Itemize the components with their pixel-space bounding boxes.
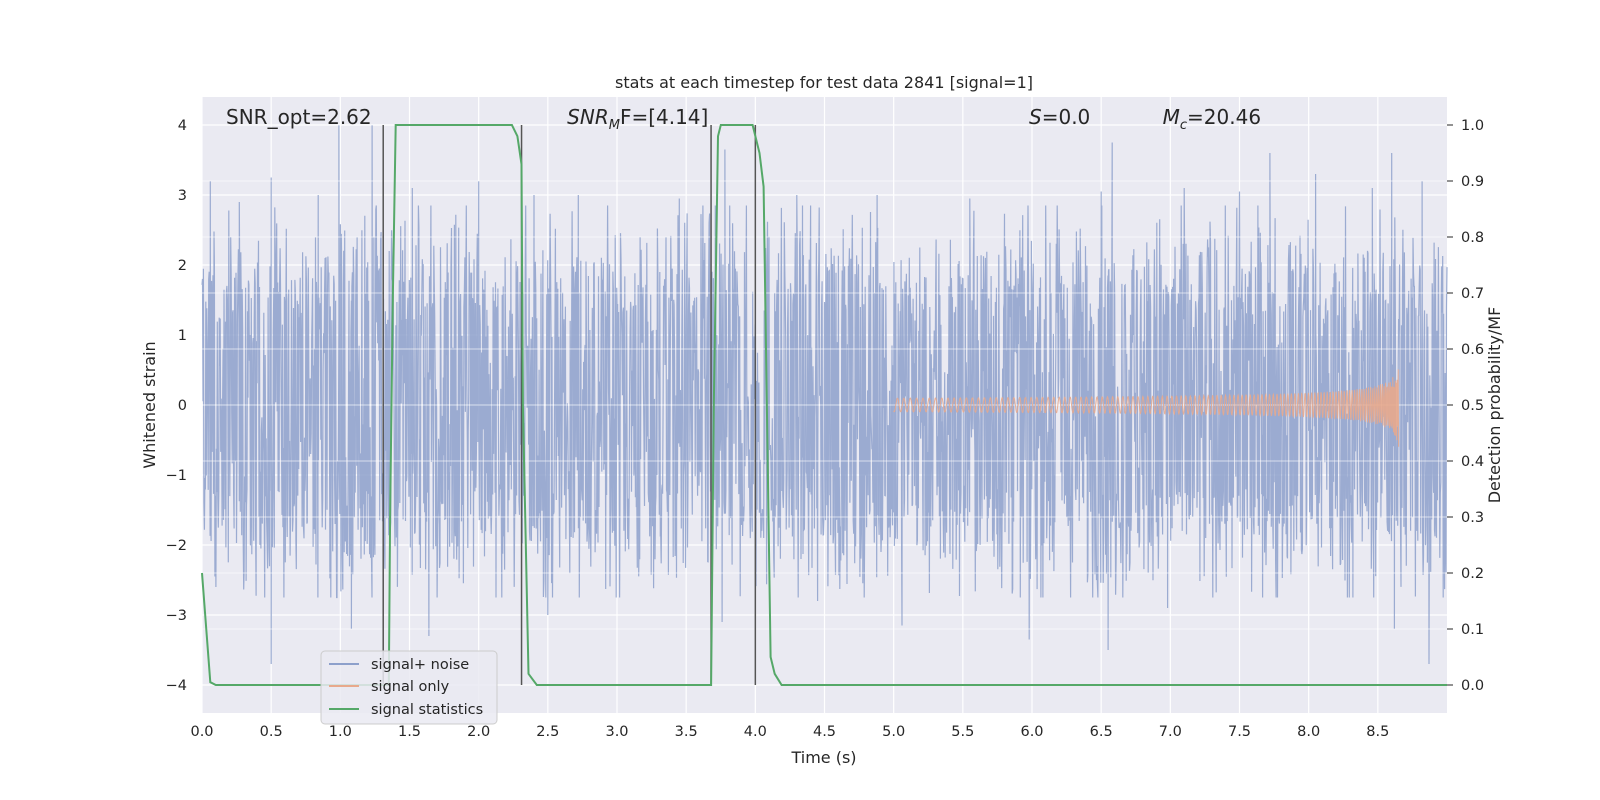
y2-tick-label: 0.1	[1461, 622, 1484, 638]
x-tick-label: 1.5	[398, 724, 421, 740]
signal-only-line	[893, 369, 1400, 447]
y-tick-label: 3	[178, 188, 187, 204]
x-tick-label: 6.5	[1090, 724, 1113, 740]
x-axis-label: Time (s)	[790, 748, 856, 767]
y-tick-label: −4	[166, 678, 187, 694]
legend: signal+ noise signal only signal statist…	[320, 650, 498, 725]
legend-label-signal-only: signal only	[371, 679, 450, 695]
annotation-s-val: S=0.0	[1029, 105, 1090, 129]
x-tick-label: 7.0	[1159, 724, 1182, 740]
x-tick-label: 1.0	[329, 724, 352, 740]
y2-tick-label: 0.9	[1461, 174, 1484, 190]
chart-title: stats at each timestep for test data 284…	[615, 73, 1033, 92]
x-tick-label: 5.5	[951, 724, 974, 740]
y-axis-ticks: −4 −3 −2 −1 0 1 2 3 4	[166, 118, 187, 694]
y-tick-label: −1	[166, 468, 187, 484]
y-tick-label: 2	[178, 258, 187, 274]
series-signal-only	[893, 369, 1400, 447]
x-tick-label: 7.5	[1228, 724, 1251, 740]
x-tick-label: 3.0	[605, 724, 628, 740]
y2-tick-label: 0.6	[1461, 342, 1484, 358]
y2-tick-label: 0.2	[1461, 566, 1484, 582]
y-tick-label: 1	[178, 328, 187, 344]
legend-label-signal-noise: signal+ noise	[371, 657, 469, 673]
y2-tick-label: 0.0	[1461, 678, 1484, 694]
x-tick-label: 3.5	[675, 724, 698, 740]
x-axis-ticks: 0.0 0.5 1.0 1.5 2.0 2.5 3.0 3.5 4.0 4.5 5.0 5.5 6.0 6…	[190, 724, 1389, 740]
y2-tick-label: 1.0	[1461, 118, 1484, 134]
annotation-mc-val: Mc=20.46	[1163, 105, 1261, 133]
y2-tick-label: 0.7	[1461, 286, 1484, 302]
x-tick-label: 4.0	[744, 724, 767, 740]
y-tick-label: 0	[178, 398, 187, 414]
y-tick-label: −2	[166, 538, 187, 554]
x-tick-label: 8.0	[1297, 724, 1320, 740]
y2-axis-label: Detection probability/MF	[1485, 307, 1504, 504]
legend-box	[320, 650, 498, 725]
y2-tick-label: 0.4	[1461, 454, 1484, 470]
annotations: SNR_opt=2.62 SNRMF=[4.14] S=0.0 Mc=20.46	[226, 105, 1261, 133]
x-tick-label: 8.5	[1366, 724, 1389, 740]
x-tick-label: 6.0	[1020, 724, 1043, 740]
annotation-snr-mf: SNRMF=[4.14]	[567, 105, 708, 133]
y2-tick-label: 0.3	[1461, 510, 1484, 526]
x-tick-label: 0.5	[260, 724, 283, 740]
x-tick-label: 2.0	[467, 724, 490, 740]
x-tick-label: 5.0	[882, 724, 905, 740]
x-tick-label: 4.5	[813, 724, 836, 740]
y-tick-label: −3	[166, 608, 187, 624]
legend-label-signal-statistics: signal statistics	[371, 702, 483, 718]
y2-axis-ticks: 0.0 0.1 0.2 0.3 0.4 0.5 0.6 0.7 0.8 0.9 1.0	[1447, 118, 1484, 694]
y-tick-label: 4	[178, 118, 187, 134]
y2-tick-label: 0.5	[1461, 398, 1484, 414]
annotation-snr-opt: SNR_opt=2.62	[226, 105, 372, 129]
y2-tick-label: 0.8	[1461, 230, 1484, 246]
y-axis-label: Whitened strain	[140, 341, 159, 468]
x-tick-label: 0.0	[190, 724, 213, 740]
x-tick-label: 2.5	[536, 724, 559, 740]
